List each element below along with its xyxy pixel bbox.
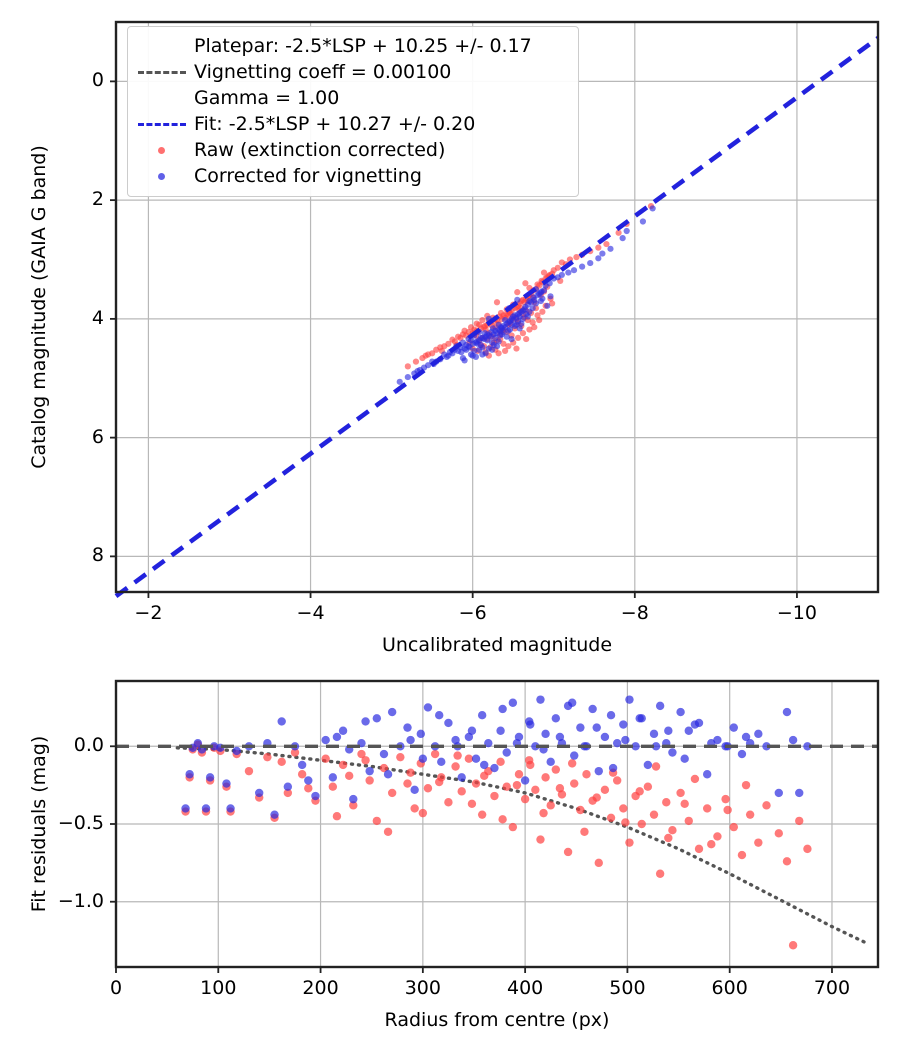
top-y-tick: 4	[91, 306, 104, 329]
legend-red-marker-icon	[136, 139, 188, 161]
bottom-series-1	[181, 695, 812, 819]
top-y-tick: 6	[91, 425, 104, 448]
legend-entry: Corrected for vignetting	[136, 163, 570, 189]
bottom-x-tick: 300	[404, 977, 441, 999]
legend-entry: Gamma = 1.00	[136, 85, 570, 111]
legend-entry-label: Platepar: -2.5*LSP + 10.25 +/- 0.17	[194, 35, 532, 57]
top-x-tick: −8	[620, 602, 649, 624]
legend-entry-label: Corrected for vignetting	[194, 165, 422, 187]
legend-blue-marker-icon	[136, 165, 188, 187]
bottom-x-tick: 600	[711, 977, 748, 999]
bottom-x-tick: 200	[302, 977, 339, 999]
bottom-y-tick: −0.5	[57, 812, 104, 834]
legend-blue-dashed-line-icon	[136, 113, 188, 135]
top-y-tick: 0	[91, 69, 104, 92]
legend-entry-label: Vignetting coeff = 0.00100	[194, 61, 452, 83]
bottom-y-tick: −1.0	[57, 889, 104, 912]
top-x-tick: −6	[458, 602, 487, 624]
legend-entry-label: Fit: -2.5*LSP + 10.27 +/- 0.20	[194, 113, 476, 135]
top-y-tick: 2	[91, 188, 104, 211]
plot-legend: Platepar: -2.5*LSP + 10.25 +/- 0.17 Vigne…	[127, 26, 579, 197]
bottom-series-0	[181, 740, 812, 950]
vignetting-curve	[175, 746, 870, 946]
legend-entry: Fit: -2.5*LSP + 10.27 +/- 0.20	[136, 111, 570, 137]
bottom-y-tick: 0.0	[73, 734, 104, 757]
bottom-x-tick: 100	[200, 977, 237, 999]
top-x-axis-title: Uncalibrated magnitude	[381, 634, 613, 656]
bottom-x-tick: 400	[506, 977, 544, 999]
bottom-x-axis-title: Radius from centre (px)	[384, 1009, 610, 1031]
top-fit-line	[114, 36, 880, 599]
top-x-tick: −10	[776, 602, 817, 624]
bottom-x-tick: 0	[109, 977, 123, 999]
bottom-x-tick: 500	[609, 977, 646, 999]
top-x-tick: −2	[134, 602, 163, 624]
legend-entry: Raw (extinction corrected)	[136, 137, 570, 163]
legend-gray-dashed-line-icon	[136, 61, 188, 83]
legend-entry-label: Gamma = 1.00	[194, 87, 340, 109]
top-x-tick: −4	[296, 602, 325, 624]
bottom-grid	[115, 681, 878, 967]
legend-entry: Vignetting coeff = 0.00100	[136, 59, 570, 85]
bottom-x-tick: 700	[813, 977, 851, 999]
legend-entry: Platepar: -2.5*LSP + 10.25 +/- 0.17	[136, 33, 570, 59]
top-y-tick: 8	[91, 544, 104, 567]
bottom-y-axis-title: Fit residuals (mag)	[28, 735, 50, 913]
legend-entry-label: Raw (extinction corrected)	[194, 139, 446, 161]
